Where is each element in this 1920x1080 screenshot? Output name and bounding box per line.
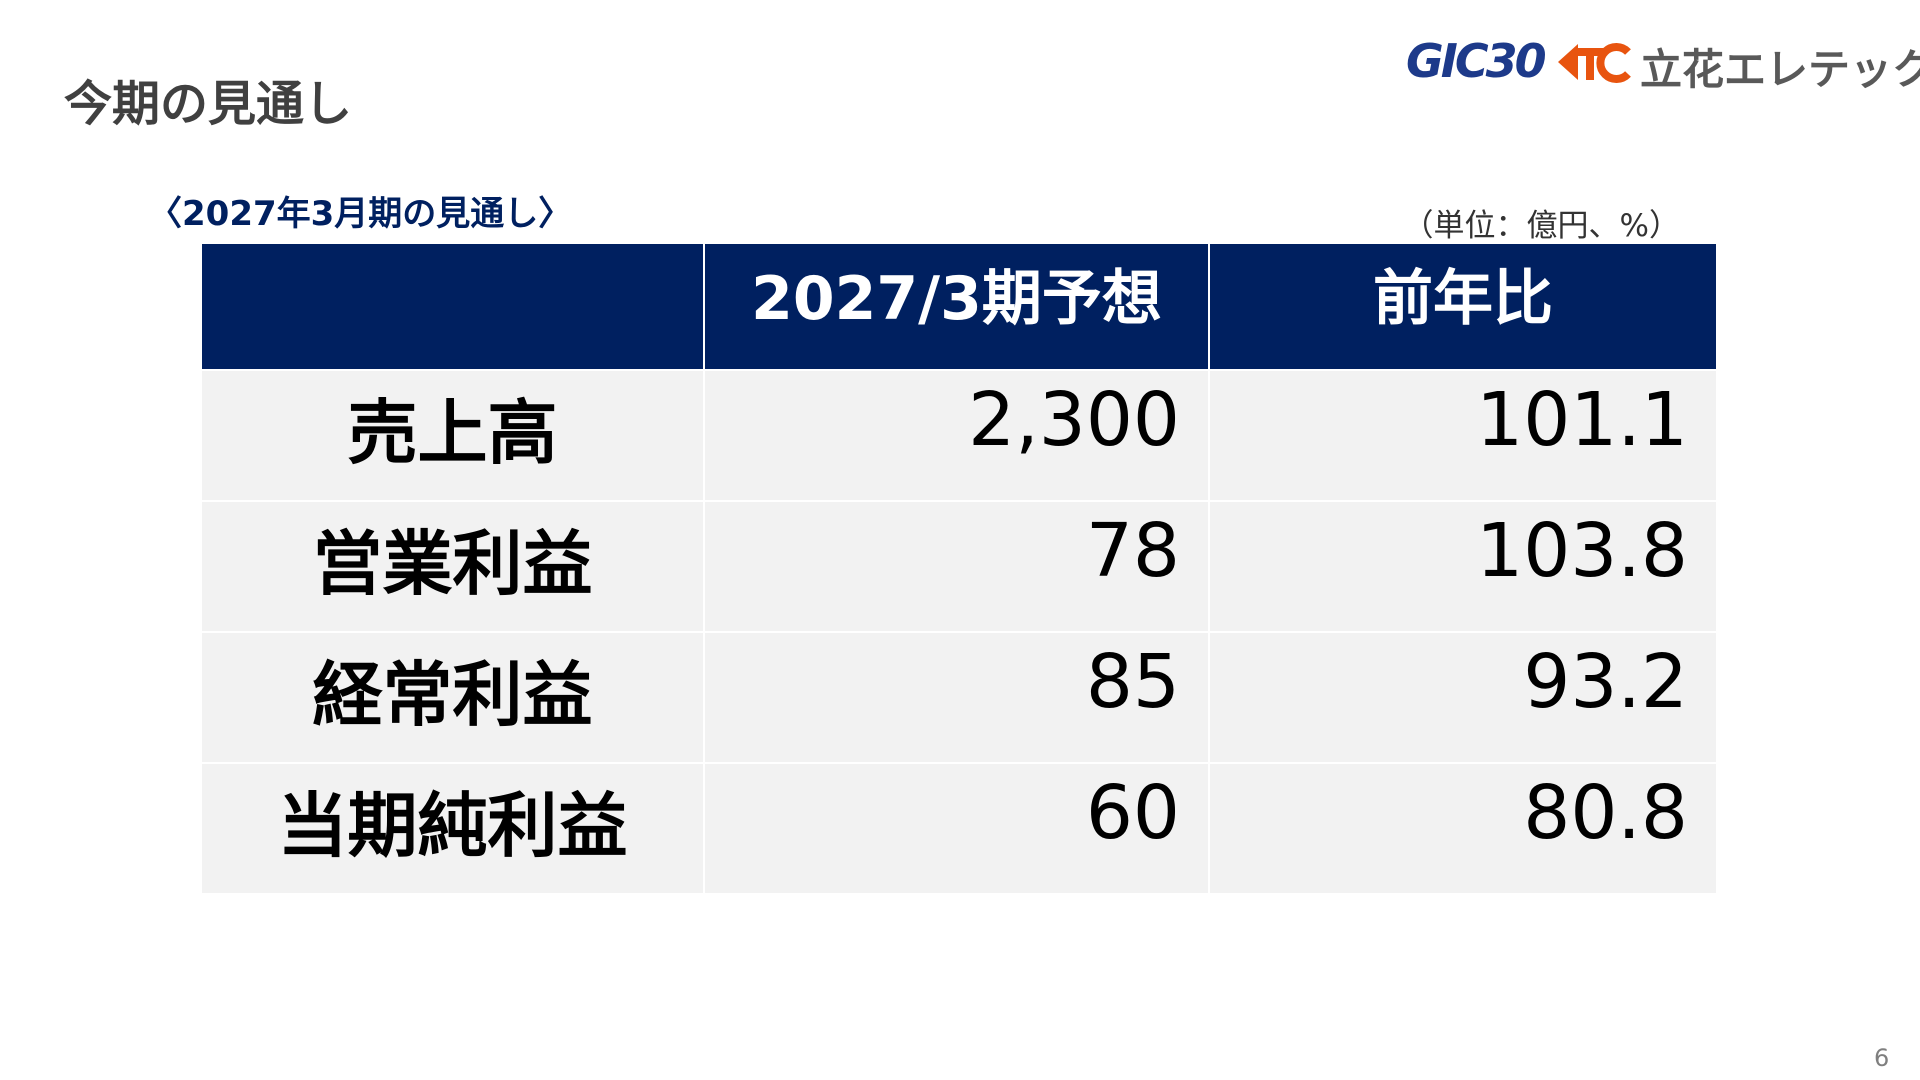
logo-company: 立花エレテック [1640, 45, 1920, 94]
row-label: 経常利益 [202, 633, 705, 764]
forecast-table: 2027/3期予想 前年比 売上高 2,300 101.1 営業利益 78 103.8 経常… [202, 244, 1716, 895]
table-body: 売上高 2,300 101.1 営業利益 78 103.8 経常利益 85 93.2 当期純利益 6… [202, 371, 1716, 895]
row-label: 営業利益 [202, 502, 705, 633]
subtitle: 〈2027年3月期の見通し〉 [148, 194, 573, 234]
header-cell [202, 244, 705, 371]
header-cell: 2027/3期予想 [705, 244, 1210, 371]
row-label: 当期純利益 [202, 764, 705, 895]
value-cell: 78 [705, 502, 1210, 633]
table-row: 営業利益 78 103.8 [202, 502, 1716, 633]
table-row: 経常利益 85 93.2 [202, 633, 1716, 764]
value-cell: 2,300 [705, 371, 1210, 502]
value-cell: 60 [705, 764, 1210, 895]
page-number: 6 [1874, 1044, 1890, 1072]
row-label: 売上高 [202, 371, 705, 502]
header-cell: 前年比 [1210, 244, 1716, 371]
unit-note: （単位：億円、%） [1402, 208, 1680, 244]
table-row: 当期純利益 60 80.8 [202, 764, 1716, 895]
logo-gic: GIC30 [1406, 34, 1547, 88]
slide-title: 今期の見通し [64, 76, 353, 132]
value-cell: 103.8 [1210, 502, 1716, 633]
value-cell: 101.1 [1210, 371, 1716, 502]
logo-icon [1558, 43, 1631, 83]
table-header: 2027/3期予想 前年比 [202, 244, 1716, 371]
value-cell: 93.2 [1210, 633, 1716, 764]
value-cell: 80.8 [1210, 764, 1716, 895]
value-cell: 85 [705, 633, 1210, 764]
table-row: 売上高 2,300 101.1 [202, 371, 1716, 502]
